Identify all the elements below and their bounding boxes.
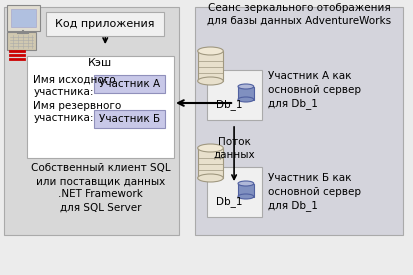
FancyBboxPatch shape — [46, 12, 164, 36]
Ellipse shape — [237, 181, 253, 186]
FancyBboxPatch shape — [206, 167, 261, 217]
Text: Участник Б как
основной сервер
для Db_1: Участник Б как основной сервер для Db_1 — [267, 173, 360, 211]
FancyBboxPatch shape — [206, 70, 261, 120]
Text: Имя резервного
участника:: Имя резервного участника: — [33, 101, 121, 123]
FancyBboxPatch shape — [4, 7, 178, 235]
FancyBboxPatch shape — [26, 56, 174, 158]
FancyBboxPatch shape — [194, 7, 402, 235]
Ellipse shape — [237, 194, 253, 199]
Bar — [197, 51, 223, 81]
Text: Участник Б: Участник Б — [99, 114, 160, 124]
Ellipse shape — [237, 84, 253, 89]
Ellipse shape — [237, 97, 253, 102]
Text: Собственный клиент SQL
или поставщик данных
.NET Framework
для SQL Server: Собственный клиент SQL или поставщик дан… — [31, 163, 170, 213]
Text: Поток
данных: Поток данных — [213, 137, 254, 159]
Text: Db_1: Db_1 — [216, 99, 242, 110]
Text: Имя исходного
участника:: Имя исходного участника: — [33, 75, 116, 97]
Text: Сеанс зеркального отображения
для базы данных AdventureWorks: Сеанс зеркального отображения для базы д… — [206, 3, 390, 25]
Ellipse shape — [197, 174, 223, 182]
Text: Кэш: Кэш — [88, 58, 112, 68]
FancyBboxPatch shape — [7, 32, 36, 50]
Bar — [237, 87, 253, 100]
Text: Участник А как
основной сервер
для Db_1: Участник А как основной сервер для Db_1 — [267, 71, 360, 109]
Text: Код приложения: Код приложения — [55, 19, 154, 29]
Bar — [237, 183, 253, 197]
FancyBboxPatch shape — [94, 110, 165, 128]
FancyBboxPatch shape — [7, 5, 40, 31]
Ellipse shape — [197, 144, 223, 152]
Bar — [197, 148, 223, 178]
Text: Участник А: Участник А — [99, 79, 160, 89]
FancyBboxPatch shape — [94, 75, 165, 93]
FancyBboxPatch shape — [11, 9, 36, 27]
Ellipse shape — [197, 77, 223, 85]
Text: Db_1: Db_1 — [216, 196, 242, 207]
Ellipse shape — [197, 47, 223, 55]
